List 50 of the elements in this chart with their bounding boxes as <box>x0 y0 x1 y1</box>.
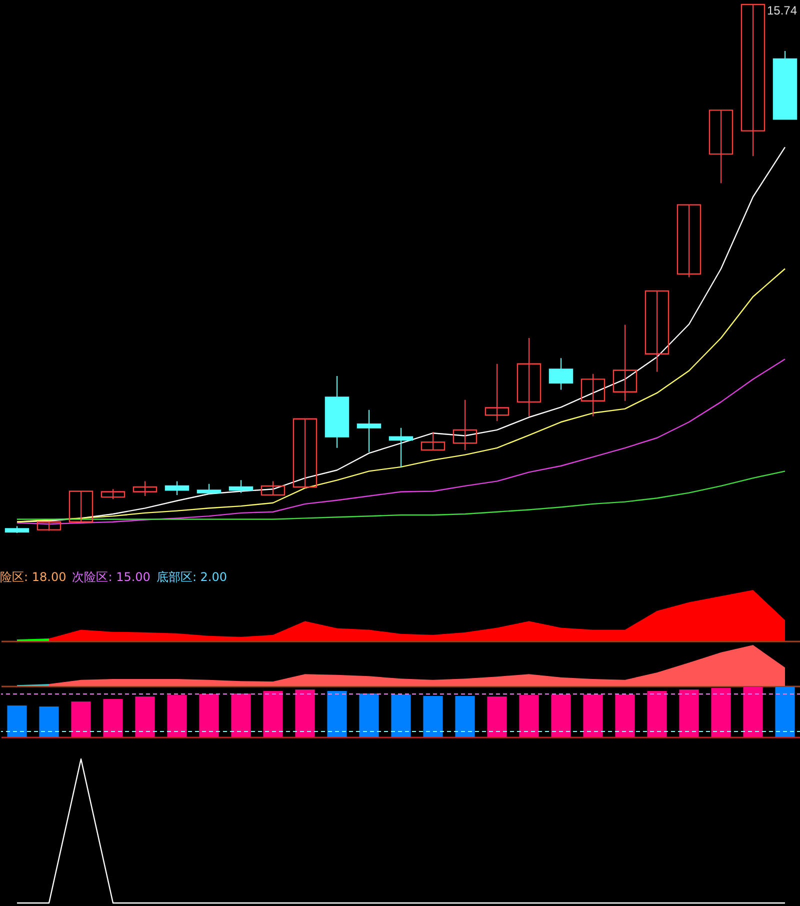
bar <box>519 695 539 737</box>
bar <box>231 694 251 737</box>
candlestick <box>516 337 542 417</box>
bar <box>295 690 315 737</box>
candlestick <box>548 358 574 390</box>
candlestick <box>260 480 286 496</box>
bar <box>679 690 699 737</box>
candlestick <box>708 110 734 184</box>
bar <box>39 706 59 737</box>
bar <box>615 694 635 737</box>
bar <box>7 706 27 737</box>
candlestick <box>100 488 126 500</box>
candlestick <box>196 483 222 494</box>
bar <box>583 694 603 737</box>
annotation: 15.74 <box>767 4 798 18</box>
candlestick <box>676 204 702 278</box>
bar <box>327 691 347 737</box>
bar <box>71 702 91 737</box>
candlestick <box>228 480 254 494</box>
bar <box>743 687 763 737</box>
bar <box>455 696 475 737</box>
bar <box>647 691 667 737</box>
bar <box>167 695 187 737</box>
text: 险区: 18.00 <box>0 570 66 584</box>
candlestick <box>644 290 670 372</box>
candlestick <box>740 4 766 157</box>
candlestick <box>484 363 510 422</box>
candlestick <box>164 480 190 496</box>
bar <box>391 694 411 737</box>
bar <box>359 694 379 737</box>
candlestick <box>68 490 94 524</box>
bar <box>103 699 123 737</box>
bar <box>775 687 795 737</box>
candlestick <box>612 324 638 402</box>
bar <box>263 691 283 737</box>
text: 底部区: 2.00 <box>156 570 228 584</box>
bar <box>423 696 443 737</box>
bar <box>711 688 731 737</box>
candlestick <box>132 480 158 497</box>
bar <box>199 694 219 737</box>
candlestick <box>452 399 478 451</box>
candlestick <box>420 432 446 451</box>
text: 次险区: 15.00 <box>72 570 150 584</box>
bar <box>551 694 571 737</box>
bar <box>487 696 507 737</box>
candlestick <box>580 373 606 417</box>
candlestick <box>356 409 382 453</box>
candlestick <box>292 418 318 489</box>
bar <box>135 696 155 737</box>
candlestick <box>388 427 414 468</box>
